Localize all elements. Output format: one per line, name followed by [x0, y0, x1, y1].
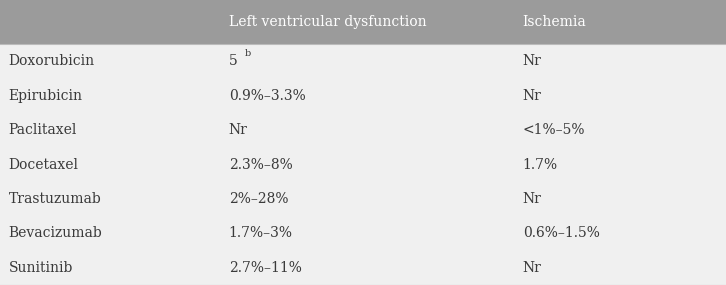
- Text: Nr: Nr: [523, 261, 542, 275]
- Text: 0.6%–1.5%: 0.6%–1.5%: [523, 226, 600, 240]
- Text: <1%–5%: <1%–5%: [523, 123, 585, 137]
- Bar: [0, 182, 726, 216]
- Bar: [0, 79, 726, 113]
- Text: Bevacizumab: Bevacizumab: [9, 226, 102, 240]
- Text: Left ventricular dysfunction: Left ventricular dysfunction: [229, 15, 426, 29]
- Text: Epirubicin: Epirubicin: [9, 89, 83, 103]
- Bar: [0, 113, 726, 147]
- Bar: [0, 216, 726, 251]
- Text: 2.7%–11%: 2.7%–11%: [229, 261, 301, 275]
- Text: 2.3%–8%: 2.3%–8%: [229, 158, 293, 172]
- Text: Sunitinib: Sunitinib: [9, 261, 73, 275]
- Text: Nr: Nr: [229, 123, 248, 137]
- Text: Ischemia: Ischemia: [523, 15, 587, 29]
- Bar: [0, 251, 726, 285]
- Text: Paclitaxel: Paclitaxel: [9, 123, 77, 137]
- Bar: [0, 0, 726, 44]
- Bar: [0, 44, 726, 79]
- Text: Docetaxel: Docetaxel: [9, 158, 78, 172]
- Text: 0.9%–3.3%: 0.9%–3.3%: [229, 89, 306, 103]
- Bar: [0, 147, 726, 182]
- Text: Trastuzumab: Trastuzumab: [9, 192, 102, 206]
- Text: 1.7%–3%: 1.7%–3%: [229, 226, 293, 240]
- Text: 1.7%: 1.7%: [523, 158, 558, 172]
- Text: 2%–28%: 2%–28%: [229, 192, 288, 206]
- Text: 5: 5: [229, 54, 237, 68]
- Text: b: b: [245, 49, 251, 58]
- Text: Doxorubicin: Doxorubicin: [9, 54, 95, 68]
- Text: Nr: Nr: [523, 192, 542, 206]
- Text: Nr: Nr: [523, 54, 542, 68]
- Text: Nr: Nr: [523, 89, 542, 103]
